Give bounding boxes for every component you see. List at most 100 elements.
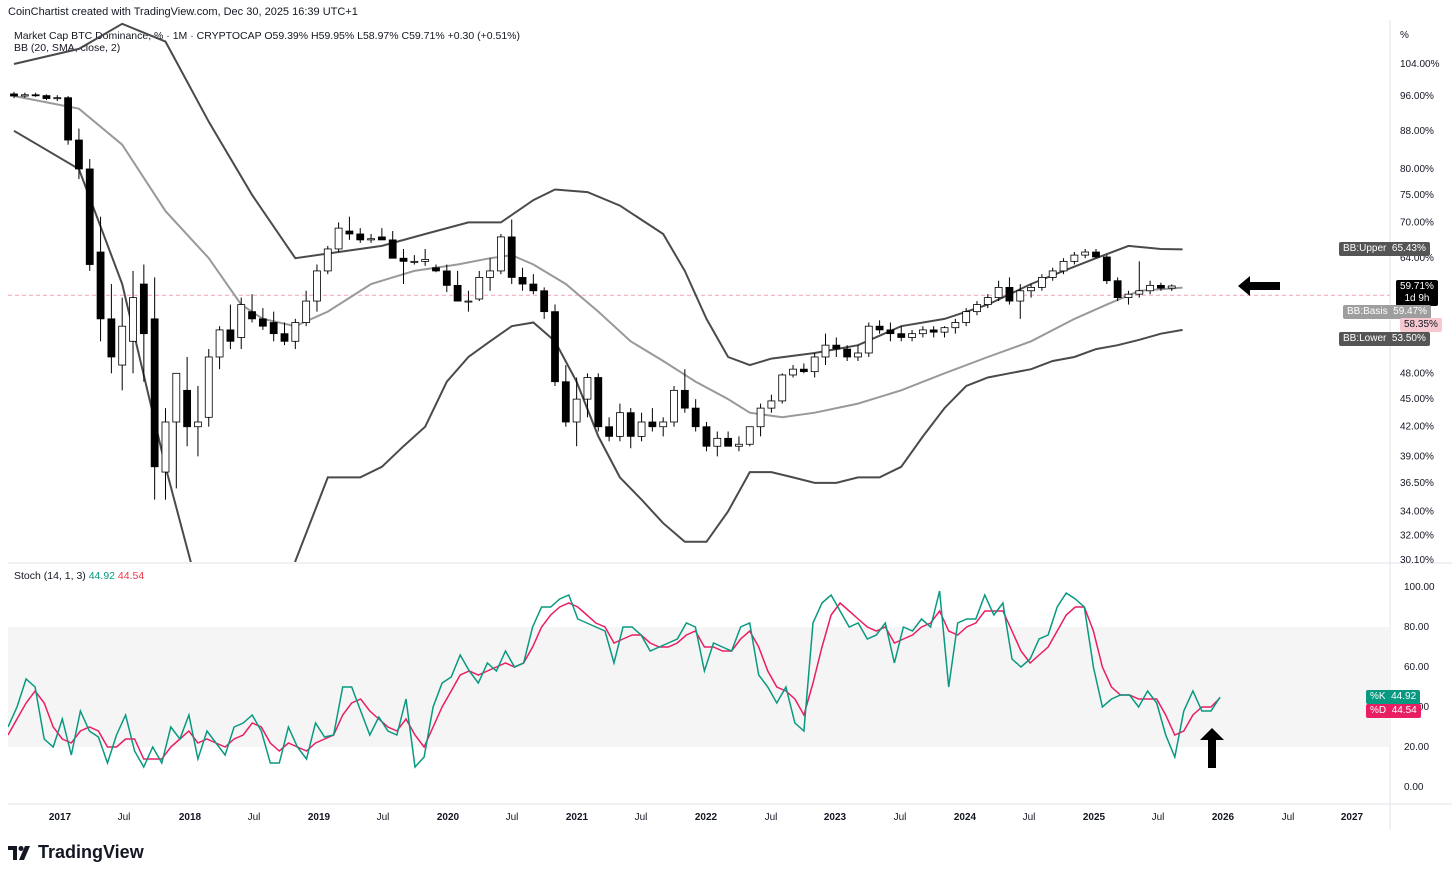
candle-body xyxy=(291,322,300,342)
candle-body xyxy=(854,352,862,358)
bb-lower-line xyxy=(13,129,1183,562)
candle-body xyxy=(832,344,841,350)
candle-body xyxy=(583,377,592,400)
candle-body xyxy=(1070,254,1079,262)
bb-upper-tag: BB:Upper 65.43% xyxy=(1339,242,1430,256)
candle xyxy=(388,231,397,259)
brand-name: TradingView xyxy=(38,842,144,862)
bb-lower-tag: BB:Lower 53.50% xyxy=(1339,332,1430,346)
candle xyxy=(442,264,451,293)
candle xyxy=(875,320,884,334)
time-tick-label: 2025 xyxy=(1083,812,1106,823)
time-tick-label: 2018 xyxy=(179,812,202,823)
candle-body xyxy=(1113,280,1122,299)
tradingview-logo[interactable]: TradingView xyxy=(8,842,144,863)
bb-basis-line xyxy=(13,95,1183,419)
candle xyxy=(53,95,62,102)
candle xyxy=(713,431,722,457)
candle-body xyxy=(334,227,343,250)
candle-body xyxy=(983,297,992,305)
annotation-arrows xyxy=(1200,276,1280,768)
price-tick-label: 96.00% xyxy=(1400,91,1434,102)
candle-body xyxy=(572,398,581,423)
time-tick-label: Jul xyxy=(894,812,907,823)
candle xyxy=(843,345,852,361)
candle-body xyxy=(280,333,289,342)
candle xyxy=(20,92,29,98)
candle xyxy=(269,311,278,342)
candle-body xyxy=(356,233,365,241)
candle-body xyxy=(745,426,754,445)
candle-body xyxy=(64,97,72,141)
candle-body xyxy=(237,304,246,338)
candle xyxy=(172,372,181,489)
candle-body xyxy=(42,95,51,99)
candle-body xyxy=(875,325,884,331)
candle-body xyxy=(183,389,192,428)
candle xyxy=(432,264,440,273)
candle-body xyxy=(1005,286,1014,302)
candle-body xyxy=(129,297,137,342)
candle xyxy=(1016,284,1025,319)
price-tick-label: 32.00% xyxy=(1400,531,1434,542)
candle-body xyxy=(594,377,603,428)
stoch-tick-label: 80.00 xyxy=(1404,622,1429,633)
time-tick-label: 2020 xyxy=(437,812,460,823)
candle xyxy=(648,408,657,432)
candle xyxy=(31,92,40,97)
candle-body xyxy=(778,374,787,402)
candle-body xyxy=(215,329,224,358)
chart-canvas[interactable]: 104.00% 96.00% 88.00% 80.00% 75.00% 70.00% 64.… xyxy=(8,0,1452,876)
candle-body xyxy=(940,327,949,333)
stoch-title: Stoch (14, 1, 3) xyxy=(14,570,86,582)
candle xyxy=(204,349,213,427)
up-arrow-icon xyxy=(1200,728,1224,768)
stoch-legend[interactable]: Stoch (14, 1, 3) 44.92 44.54 xyxy=(14,570,144,582)
candle-body xyxy=(1027,286,1035,292)
time-tick-label: 2017 xyxy=(49,812,72,823)
candle xyxy=(702,421,711,452)
candle xyxy=(724,431,733,447)
candle xyxy=(496,233,505,275)
candle xyxy=(1157,282,1165,291)
time-tick-label: 2023 xyxy=(824,812,847,823)
candle xyxy=(735,436,743,452)
candle-body xyxy=(691,407,700,428)
candle-body xyxy=(421,259,430,262)
candle-body xyxy=(226,329,235,342)
candle-body xyxy=(680,389,689,409)
candle-body xyxy=(1092,251,1100,258)
candle xyxy=(453,270,462,302)
candle xyxy=(529,274,538,295)
stoch-tick-label: 0.00 xyxy=(1404,782,1424,793)
stoch-k-value: 44.92 xyxy=(88,570,115,582)
time-tick-label: Jul xyxy=(506,812,519,823)
candle xyxy=(908,329,916,342)
time-tick-label: Jul xyxy=(377,812,390,823)
time-tick-label: 2024 xyxy=(954,812,977,823)
candle xyxy=(897,326,906,342)
candle xyxy=(291,318,300,350)
candle xyxy=(832,337,841,357)
candle-body xyxy=(486,270,494,278)
price-tick-label: 39.00% xyxy=(1400,451,1434,462)
candle xyxy=(486,258,494,291)
price-axis-unit[interactable]: % xyxy=(1400,30,1409,41)
candle xyxy=(810,352,819,378)
candle xyxy=(323,245,332,275)
candle-body xyxy=(864,325,873,354)
price-tick-label: 48.00% xyxy=(1400,368,1434,379)
time-tick-label: Jul xyxy=(765,812,778,823)
candle xyxy=(85,159,94,271)
candle-body xyxy=(518,277,527,285)
candle-body xyxy=(605,426,613,437)
bb-upper-line xyxy=(13,22,1183,367)
candle xyxy=(1005,277,1014,305)
stoch-tick-label: 100.00 xyxy=(1404,582,1435,593)
candle xyxy=(1113,277,1122,302)
stoch-d-line xyxy=(8,601,1221,760)
candle xyxy=(1167,284,1176,291)
symbol-legend[interactable]: Market Cap BTC Dominance, % · 1M · CRYPT… xyxy=(14,30,520,42)
candle-body xyxy=(897,333,906,338)
bb-indicator-legend[interactable]: BB (20, SMA, close, 2) xyxy=(14,42,121,54)
